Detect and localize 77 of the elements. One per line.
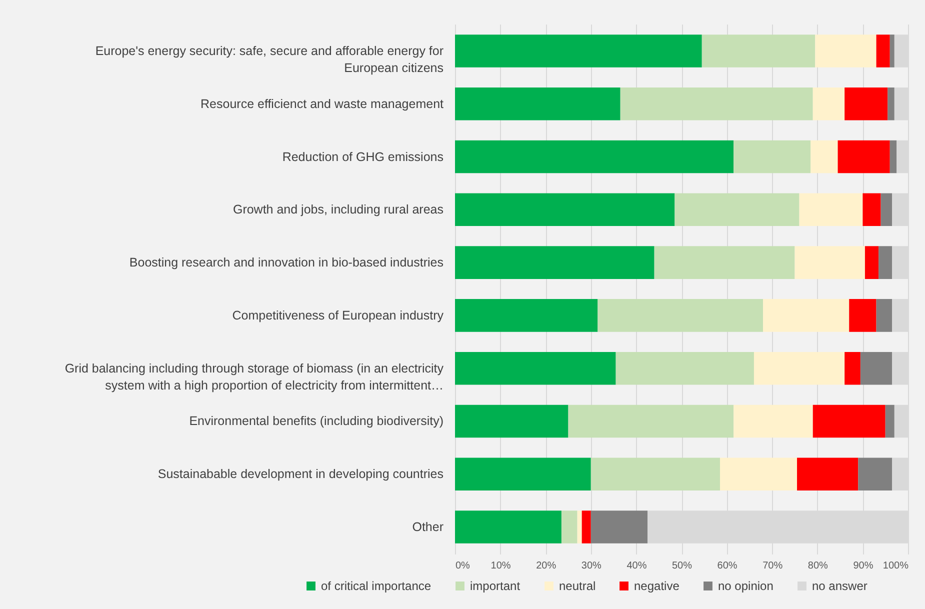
x-tick-label: 70% bbox=[762, 560, 783, 572]
bar bbox=[844, 352, 860, 385]
legend-label: no answer bbox=[812, 579, 868, 593]
bar bbox=[455, 246, 654, 279]
bar bbox=[674, 193, 800, 226]
bar bbox=[810, 140, 838, 174]
y-tick-label: Boosting research and innovation in bio-based industries bbox=[129, 256, 444, 270]
bar bbox=[590, 510, 648, 544]
bar bbox=[862, 193, 881, 226]
bar bbox=[734, 140, 811, 174]
legend-label: important bbox=[470, 579, 521, 593]
x-tick-label: 10% bbox=[490, 560, 511, 572]
bar bbox=[577, 510, 582, 544]
bar bbox=[455, 87, 620, 120]
bar bbox=[455, 510, 562, 544]
bar bbox=[702, 34, 816, 68]
bar bbox=[455, 299, 598, 332]
bar bbox=[455, 458, 591, 491]
bar bbox=[888, 87, 894, 120]
bar bbox=[598, 299, 764, 332]
bar bbox=[455, 352, 616, 385]
bar bbox=[797, 458, 858, 491]
legend-label: no opinion bbox=[718, 579, 774, 593]
bar bbox=[455, 140, 734, 174]
x-tick-label: 0% bbox=[456, 560, 470, 572]
bar bbox=[654, 246, 795, 279]
y-tick-label: Sustainabable development in developing countries bbox=[158, 467, 444, 482]
bar bbox=[812, 87, 845, 120]
x-tick-label: 50% bbox=[672, 560, 692, 572]
bar bbox=[799, 193, 863, 226]
x-tick-label: 30% bbox=[581, 560, 602, 572]
bar bbox=[890, 140, 897, 174]
bar bbox=[876, 34, 890, 68]
bar bbox=[876, 299, 892, 332]
bar bbox=[794, 246, 865, 279]
bar bbox=[590, 458, 720, 491]
y-tick-label: Other bbox=[412, 520, 444, 534]
bar bbox=[616, 352, 754, 385]
x-tick-label: 90% bbox=[853, 560, 874, 572]
bar bbox=[568, 404, 734, 438]
x-tick-label: 100% bbox=[882, 560, 909, 572]
legend-label: of critical importance bbox=[321, 579, 432, 593]
y-tick-label: Resource efficienct and waste management bbox=[200, 96, 444, 111]
y-tick-label: Competitiveness of European industry bbox=[232, 308, 444, 322]
bar bbox=[582, 510, 591, 544]
bar bbox=[858, 458, 892, 491]
bar bbox=[880, 193, 892, 226]
legend-label: neutral bbox=[559, 579, 596, 593]
x-tick-label: 40% bbox=[626, 560, 647, 572]
x-tick-label: 20% bbox=[536, 560, 556, 572]
bar bbox=[849, 299, 876, 332]
bar bbox=[720, 458, 798, 491]
bar bbox=[860, 352, 892, 385]
bar bbox=[890, 34, 894, 68]
bar bbox=[734, 404, 813, 438]
bar bbox=[864, 246, 879, 279]
bar bbox=[844, 87, 888, 120]
y-tick-label: Reduction of GHG emissions bbox=[282, 150, 444, 164]
bar bbox=[455, 193, 675, 226]
y-tick-label: Grid balancing including through storage of biomass (in an electricity system with a high proportion of electricity from intermittent… bbox=[64, 361, 444, 392]
bar bbox=[455, 404, 568, 438]
bar bbox=[561, 510, 578, 544]
y-tick-label: Growth and jobs, including rural areas bbox=[232, 202, 444, 217]
y-tick-label: Europe's energy security: safe, secure and afforable energy for European citizens bbox=[95, 44, 444, 75]
bar bbox=[763, 299, 850, 332]
bar bbox=[878, 246, 892, 279]
y-tick-label: Environmental benefits (including biodiversity) bbox=[189, 414, 444, 428]
bar bbox=[754, 352, 845, 385]
bar bbox=[455, 34, 702, 68]
bar bbox=[620, 87, 813, 120]
bar bbox=[812, 404, 886, 438]
legend-label: negative bbox=[634, 579, 680, 593]
x-tick-label: 60% bbox=[717, 560, 738, 572]
bar bbox=[885, 404, 894, 438]
bar bbox=[815, 34, 876, 68]
x-tick-label: 80% bbox=[808, 560, 828, 572]
bar bbox=[838, 140, 890, 174]
